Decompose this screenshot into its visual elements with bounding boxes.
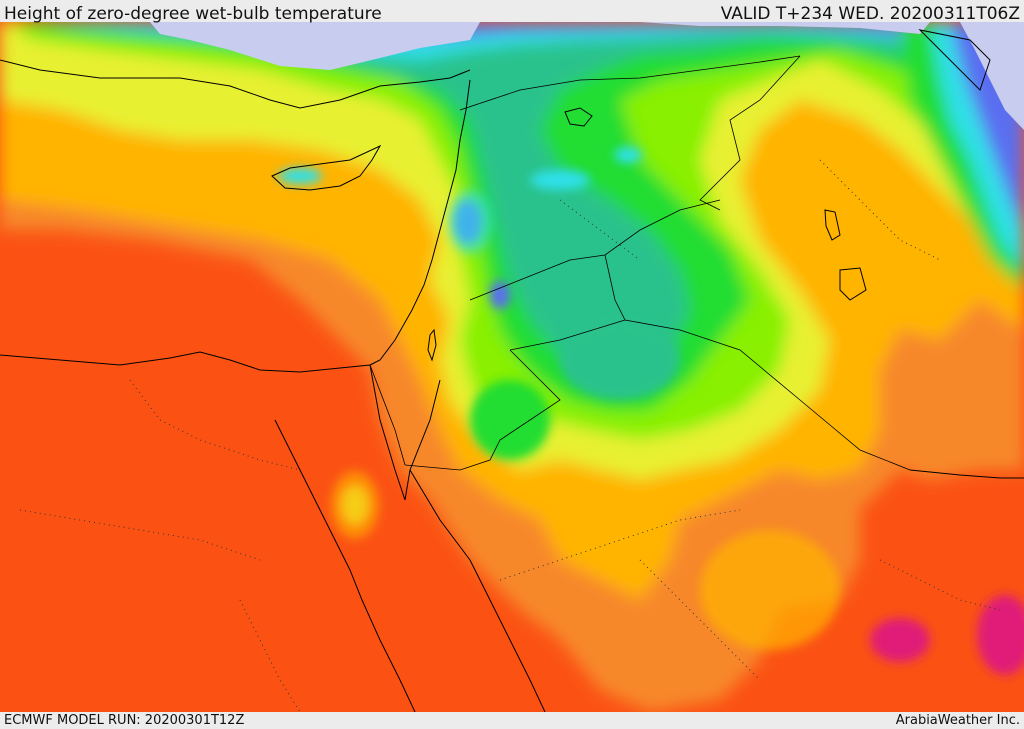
admin-line-7: [559, 199, 641, 261]
patch-syria-cyan2: [614, 147, 642, 163]
lake-iran: [839, 267, 867, 301]
coastline-caspian: [918, 29, 991, 91]
admin-line-8: [879, 559, 1001, 611]
patch-lebanon-cyan: [448, 190, 492, 254]
admin-line-3: [499, 509, 741, 581]
coastline-levant: [369, 79, 471, 366]
patch-center-teal: [560, 320, 680, 400]
valid-time: VALID T+234 WED. 20200311T06Z: [720, 4, 1020, 24]
patch-syria-cyan: [530, 170, 590, 190]
admin-borders: [19, 159, 1001, 712]
patch-magenta-2: [977, 595, 1024, 675]
sea-cold-ne: [640, 22, 930, 34]
lake-van: [564, 107, 593, 127]
gulf-coast: [909, 469, 1024, 479]
credit: ArabiaWeather Inc.: [895, 713, 1020, 728]
patch-jordan-green: [470, 380, 550, 460]
border-egypt-israel: [369, 364, 406, 466]
map-canvas: [0, 22, 1024, 712]
forecast-map[interactable]: [0, 22, 1024, 712]
coastline-turkey: [0, 59, 471, 109]
border-jordan-saudi: [404, 319, 626, 471]
dead-sea: [427, 328, 437, 362]
map-title: Height of zero-degree wet-bulb temperatu…: [4, 4, 382, 24]
admin-line-2: [19, 509, 261, 561]
footer-bar: ECMWF MODEL RUN: 20200301T12Z ArabiaWeat…: [0, 712, 1024, 729]
patch-syria-blue: [490, 281, 510, 309]
border-iraq-saudi: [604, 254, 911, 471]
coastlines: [0, 29, 1024, 712]
local-patches: [278, 147, 1024, 675]
patch-cyprus-cyan: [278, 168, 322, 184]
coastline-egypt: [0, 351, 371, 373]
model-run: ECMWF MODEL RUN: 20200301T12Z: [4, 713, 245, 728]
patch-lower-amber: [700, 530, 840, 650]
border-turkey-syria: [459, 55, 801, 111]
coastline-gulf-suez: [274, 419, 416, 712]
country-borders: [369, 55, 911, 471]
sea-cold-east: [960, 22, 1024, 130]
patch-magenta-1: [870, 618, 930, 662]
cyprus-outline: [271, 144, 382, 191]
border-iraq-iran: [699, 55, 801, 211]
admin-line-5: [819, 159, 941, 261]
header-bar: Height of zero-degree wet-bulb temperatu…: [0, 0, 1024, 24]
sea-cold-north: [150, 22, 480, 70]
patch-sinai-amber: [331, 471, 379, 539]
coastline-aqaba: [369, 364, 441, 501]
coastline-saudi-west: [409, 469, 546, 712]
field-teal: [40, 22, 960, 385]
lake-urmia: [824, 209, 841, 241]
